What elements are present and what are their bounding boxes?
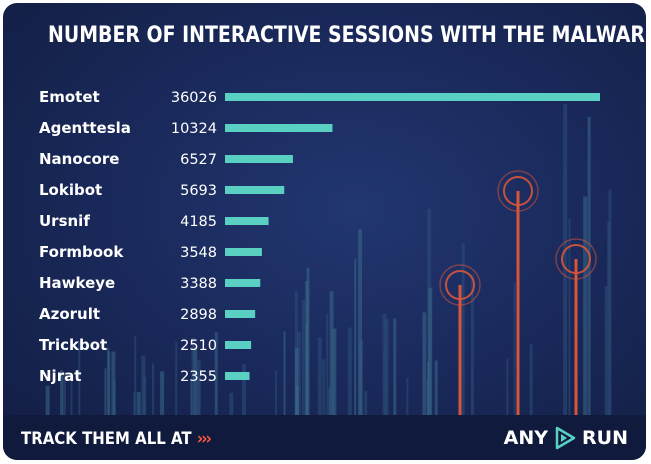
category-label: Nanocore (39, 150, 119, 168)
category-label: Hawkeye (39, 274, 115, 292)
category-label: Emotet (39, 88, 100, 106)
cta-text[interactable]: TRACK THEM ALL AT ››› (21, 429, 212, 449)
bar-chart: Emotet 36026 Agenttesla 10324 Nanocore 6527 Lo… (39, 88, 600, 385)
category-label: Ursnif (39, 212, 90, 230)
value-label: 2355 (180, 369, 217, 385)
category-label: Lokibot (39, 181, 102, 199)
bar (225, 93, 600, 101)
triple-chevron-icon: ››› (196, 429, 212, 449)
value-label: 2898 (180, 307, 217, 323)
category-label: Formbook (39, 243, 124, 261)
bar (225, 279, 261, 287)
decor-ring (561, 244, 591, 274)
value-label: 3388 (180, 276, 217, 292)
brand-left-text: ANY (503, 427, 549, 449)
category-label: Agenttesla (39, 119, 131, 137)
category-label: Njrat (39, 367, 81, 385)
decor-ring (497, 170, 539, 212)
infographic-card: NUMBER OF INTERACTIVE SESSIONS WITH THE … (3, 3, 646, 460)
bar (225, 248, 262, 256)
cta-label: TRACK THEM ALL AT (21, 429, 192, 449)
bar (225, 124, 333, 132)
bar (225, 341, 252, 349)
footer-bar: TRACK THEM ALL AT ››› ANY RUN (3, 415, 646, 460)
value-label: 10324 (171, 121, 217, 137)
bar (225, 217, 269, 225)
chart-title: NUMBER OF INTERACTIVE SESSIONS WITH THE … (48, 23, 646, 48)
category-label: Trickbot (39, 336, 107, 354)
value-label: 4185 (180, 214, 217, 230)
background-decoration (45, 104, 612, 415)
bar (225, 155, 293, 163)
bar (225, 372, 250, 380)
play-triangle-icon (555, 426, 576, 450)
value-label: 36026 (171, 90, 217, 106)
decor-ring (555, 238, 597, 280)
value-label: 6527 (180, 152, 217, 168)
brand-logo[interactable]: ANY RUN (504, 426, 628, 450)
decor-ring (439, 264, 481, 306)
value-label: 3548 (180, 245, 217, 261)
bar (225, 186, 285, 194)
brand-right-text: RUN (582, 427, 628, 449)
category-label: Azorult (39, 305, 100, 323)
value-label: 5693 (180, 183, 217, 199)
decor-ring (503, 176, 533, 206)
value-label: 2510 (180, 338, 217, 354)
bar (225, 310, 256, 318)
decor-ring (445, 270, 475, 300)
